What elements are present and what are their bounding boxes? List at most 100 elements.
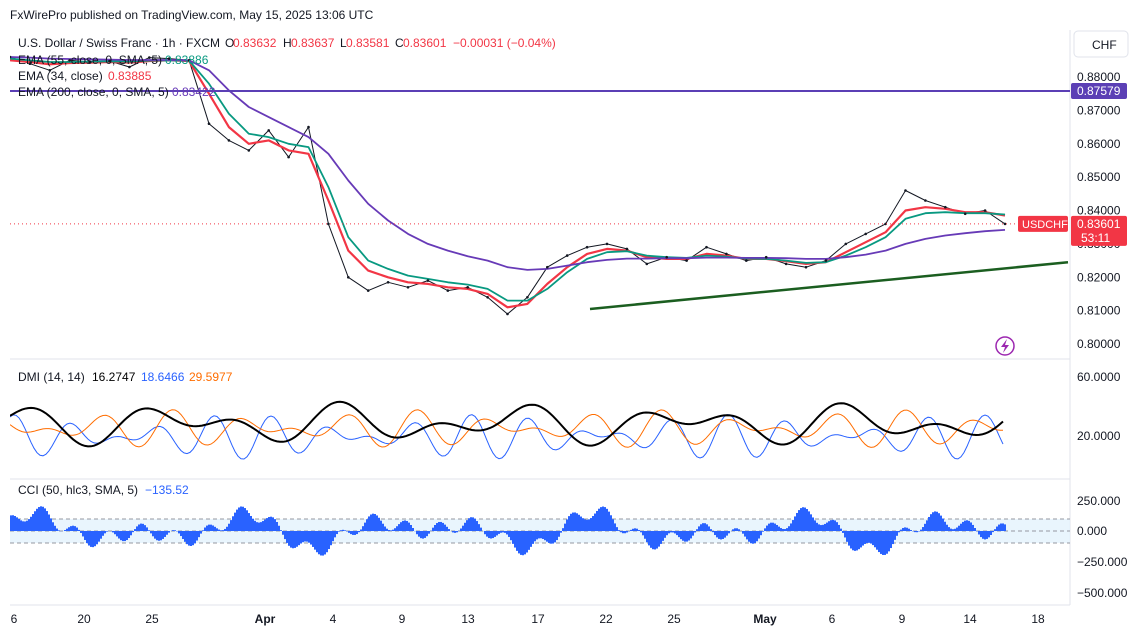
cci-bar <box>326 531 328 553</box>
cci-bar <box>212 525 214 531</box>
cci-bar <box>618 530 620 531</box>
cci-bar <box>902 527 904 531</box>
cci-bar <box>880 531 882 554</box>
ema200-line[interactable] <box>10 56 1006 271</box>
dmi-minus-di-line[interactable] <box>10 409 1004 448</box>
cci-bar <box>866 531 868 543</box>
cci-bar <box>452 531 454 533</box>
cci-bar <box>412 528 414 531</box>
change-value: −0.00031 (−0.04%) <box>453 36 556 50</box>
cci-bar <box>610 515 612 531</box>
cci-bar <box>302 531 304 543</box>
cci-bar <box>782 528 784 531</box>
time-axis[interactable]: 6 20 25 Apr 4 9 13 17 22 25 May 6 9 14 18 <box>11 612 1045 626</box>
bar-countdown: 53:11 <box>1081 231 1110 245</box>
cci-pane[interactable] <box>10 506 1070 556</box>
cci-bar <box>182 531 184 539</box>
cci-bar <box>1000 523 1002 531</box>
cci-bar <box>40 506 42 531</box>
cci-bar <box>422 531 424 539</box>
support-trendline[interactable] <box>589 260 1069 311</box>
ema55-label[interactable]: EMA (55, close, 0, SMA, 5) <box>18 53 162 67</box>
cci-bar <box>48 514 50 531</box>
cci-bar <box>56 528 58 531</box>
cci-bar <box>50 518 52 531</box>
cci-bar <box>682 531 684 541</box>
cci-bar <box>356 531 358 535</box>
cci-bar <box>382 523 384 531</box>
cci-bar <box>860 531 862 548</box>
cci-bar <box>996 526 998 531</box>
cci-bar <box>558 531 560 537</box>
cci-bar <box>890 531 892 549</box>
cci-bar <box>210 524 212 531</box>
cci-bar <box>286 531 288 543</box>
price-point <box>864 232 867 236</box>
cci-bar <box>952 529 954 531</box>
cci-label[interactable]: CCI (50, hlc3, SMA, 5) <box>18 483 138 497</box>
cci-bar <box>808 511 810 531</box>
price-pane[interactable] <box>9 55 1070 316</box>
price-point <box>88 60 91 64</box>
cci-bar <box>168 531 170 533</box>
cci-bar <box>670 531 672 533</box>
dmi-pane[interactable] <box>10 400 1004 460</box>
cci-bar <box>122 531 124 542</box>
cci-bar <box>160 531 162 541</box>
cci-bar <box>858 531 860 550</box>
cci-bar <box>662 531 664 541</box>
cci-bar <box>426 531 428 537</box>
dmi-adx-line[interactable] <box>10 400 1004 448</box>
cci-bar <box>116 531 118 537</box>
cci-bar <box>378 517 380 531</box>
cci-bar <box>82 531 84 537</box>
cci-bar <box>822 524 824 531</box>
cci-bar <box>634 528 636 531</box>
currency-button[interactable] <box>1073 30 1129 58</box>
cci-bar <box>946 524 948 531</box>
cci-bar <box>128 531 130 539</box>
cci-bar <box>786 528 788 531</box>
cci-bar <box>58 530 60 531</box>
cci-bar <box>672 531 674 533</box>
cci-bar <box>360 529 362 531</box>
dmi-label[interactable]: DMI (14, 14) <box>18 370 85 384</box>
cci-bar <box>200 531 202 534</box>
cci-bar <box>228 523 230 531</box>
cci-bar <box>966 520 968 531</box>
cci-bar <box>312 531 314 547</box>
ema34-label[interactable]: EMA (34, close) <box>18 69 103 83</box>
cci-bar <box>530 531 532 547</box>
cci-bar <box>812 517 814 531</box>
price-point <box>48 69 52 72</box>
cci-bar <box>258 522 260 531</box>
cci-bar <box>388 530 390 531</box>
time-axis-label: Apr <box>255 612 276 626</box>
time-axis-label: May <box>753 612 777 626</box>
symbol-title: U.S. Dollar / Swiss Franc · 1h · FXCM <box>18 36 220 50</box>
cci-bar <box>178 531 180 534</box>
cci-bar <box>818 524 820 531</box>
cci-bar <box>842 531 844 533</box>
cci-bar <box>576 513 578 531</box>
cci-bar <box>964 520 966 531</box>
price-axis[interactable]: 0.880000.870000.860000.850000.840000.830… <box>1077 70 1121 351</box>
cci-bar <box>712 531 714 533</box>
cci-bar <box>998 524 1000 531</box>
time-axis-label: 9 <box>899 612 906 626</box>
dmi-axis-60: 60.0000 <box>1077 370 1121 384</box>
cci-bar <box>476 521 478 531</box>
cci-bar <box>294 531 296 548</box>
cci-bar <box>676 531 678 536</box>
ema200-label[interactable]: EMA (200, close, 0, SMA, 5) <box>18 85 169 99</box>
cci-bar <box>164 531 166 537</box>
price-point <box>28 62 32 65</box>
cci-bar <box>986 531 988 539</box>
cci-bar <box>758 531 760 539</box>
cci-bar <box>284 531 286 540</box>
cci-bar <box>564 523 566 531</box>
lightning-alert-icon[interactable] <box>995 336 1015 356</box>
dmi-plus-di-line[interactable] <box>10 414 1004 460</box>
price-point <box>804 265 808 269</box>
